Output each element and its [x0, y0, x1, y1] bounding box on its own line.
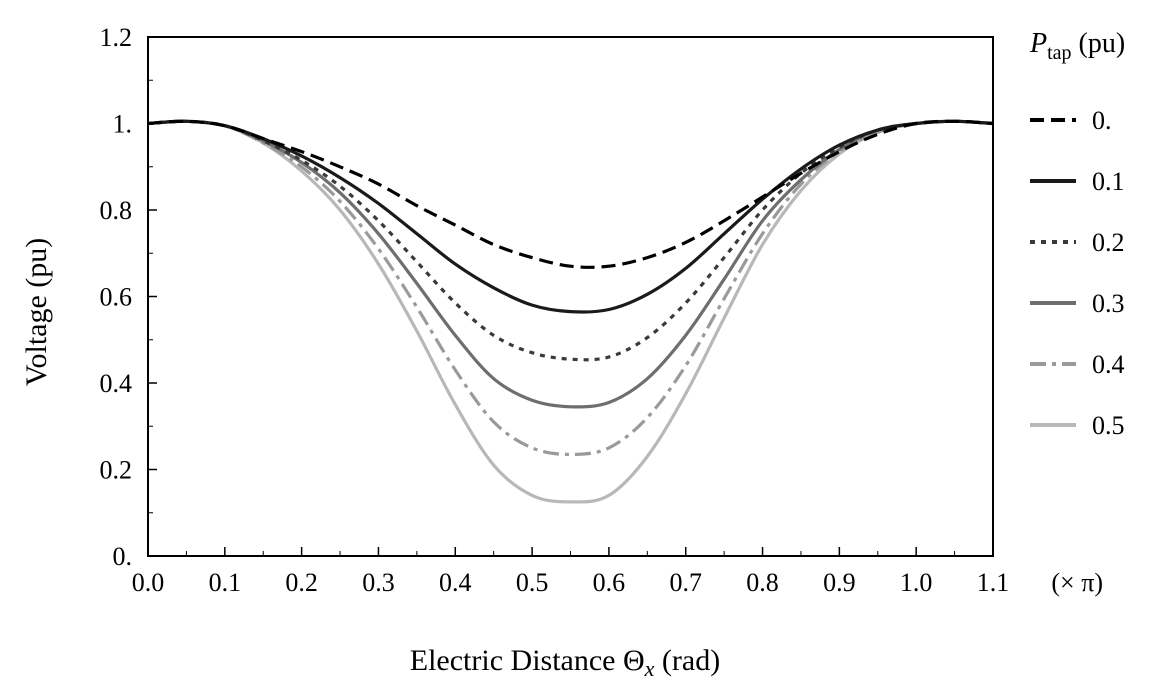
y-axis-title: Voltage (pu)	[20, 238, 53, 387]
legend: 0. 0.1 0.2 0.3 0.4 0.5	[1030, 106, 1125, 440]
series-line-0.3	[147, 119, 994, 409]
series-line-0.	[147, 119, 994, 269]
y-tick-label: 0.2	[100, 456, 133, 485]
x-tick-label: 0.9	[823, 568, 856, 597]
x-axis-title: Electric Distance Θx (rad)	[410, 644, 720, 681]
y-tick-label: 1.2	[100, 23, 133, 52]
x-tick-label: 0.0	[132, 568, 165, 597]
x-tick-label: 0.1	[209, 568, 242, 597]
x-tick-label: 0.3	[362, 568, 395, 597]
legend-label: 0.5	[1092, 411, 1125, 440]
y-axis: 0. 0.2 0.4 0.6 0.8 1. 1.2	[100, 23, 157, 571]
x-axis: 0.0 0.1 0.2 0.3 0.4 0.5 0.6 0.7 0.8 0.9 1.0 1.1	[132, 547, 1010, 597]
series-line-0.1	[147, 119, 994, 314]
x-tick-label: 0.7	[669, 568, 702, 597]
x-tick-label: 0.5	[516, 568, 549, 597]
y-tick-label: 0.6	[100, 283, 133, 312]
series-group	[147, 119, 994, 504]
series-line-0.5	[147, 119, 994, 504]
y-tick-label: 0.	[113, 542, 133, 571]
x-tick-label: 0.8	[746, 568, 779, 597]
plot-frame	[147, 36, 994, 557]
legend-label: 0.2	[1092, 228, 1125, 257]
x-tick-label: 1.1	[977, 568, 1010, 597]
x-tick-label: 0.4	[439, 568, 472, 597]
legend-label: 0.1	[1092, 167, 1125, 196]
series-line-0.2	[147, 119, 994, 362]
x-tick-label: 1.0	[900, 568, 933, 597]
x-tick-label: 0.2	[285, 568, 318, 597]
legend-label: 0.3	[1092, 289, 1125, 318]
plot-area	[147, 36, 994, 557]
y-tick-label: 0.4	[100, 369, 133, 398]
legend-title: Ptap (pu)	[1029, 28, 1125, 64]
series-line-0.4	[147, 119, 994, 457]
y-tick-label: 1.	[113, 110, 133, 139]
x-unit-note: (× π)	[1051, 568, 1103, 597]
x-tick-label: 0.6	[593, 568, 626, 597]
legend-label: 0.4	[1092, 350, 1125, 379]
legend-label: 0.	[1092, 106, 1112, 135]
y-tick-label: 0.8	[100, 196, 133, 225]
